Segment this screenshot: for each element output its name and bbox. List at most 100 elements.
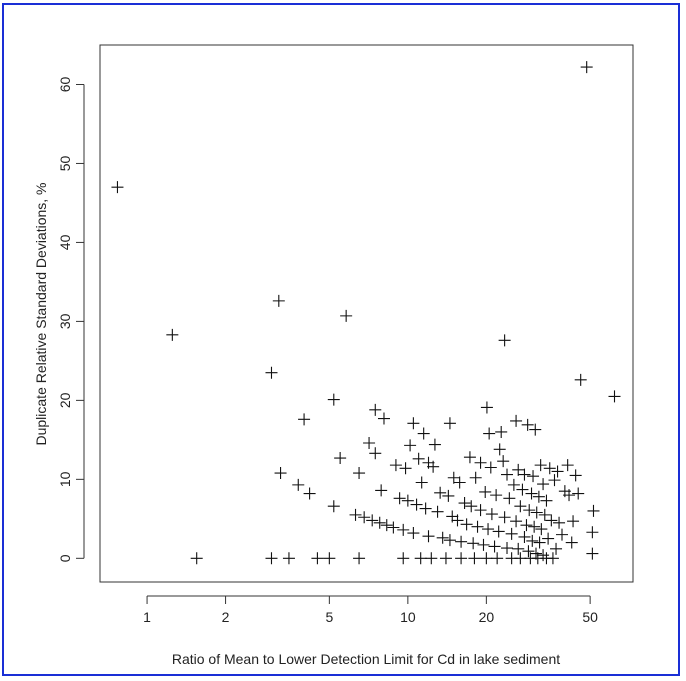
data-point bbox=[572, 487, 585, 500]
data-point bbox=[369, 403, 382, 416]
data-point bbox=[369, 447, 382, 460]
data-point bbox=[490, 489, 503, 502]
data-point bbox=[412, 452, 425, 465]
data-point bbox=[535, 523, 548, 536]
data-point bbox=[484, 461, 497, 474]
data-point bbox=[463, 451, 476, 464]
data-point bbox=[532, 490, 545, 503]
data-point bbox=[488, 540, 501, 553]
data-point bbox=[479, 485, 492, 498]
data-point bbox=[443, 417, 456, 430]
data-point bbox=[417, 427, 430, 440]
data-point bbox=[373, 516, 386, 529]
data-point bbox=[563, 489, 576, 502]
data-point bbox=[586, 526, 599, 539]
data-point bbox=[565, 536, 578, 549]
data-point bbox=[537, 549, 550, 562]
data-point bbox=[518, 468, 531, 481]
plot-box bbox=[99, 44, 634, 583]
y-tick-label: 30 bbox=[57, 313, 73, 329]
data-point bbox=[436, 531, 449, 544]
data-point bbox=[439, 552, 452, 565]
data-point bbox=[298, 413, 311, 426]
data-point bbox=[366, 514, 379, 527]
data-point bbox=[447, 471, 460, 484]
data-point bbox=[548, 474, 561, 487]
data-point bbox=[468, 552, 481, 565]
data-point bbox=[482, 523, 495, 536]
data-point bbox=[460, 518, 473, 531]
data-point bbox=[534, 459, 547, 472]
data-point bbox=[555, 528, 568, 541]
data-point bbox=[537, 478, 550, 491]
x-axis-title: Ratio of Mean to Lower Detection Limit f… bbox=[172, 651, 560, 667]
data-point bbox=[533, 536, 546, 549]
x-tick-label: 20 bbox=[479, 609, 495, 625]
data-point bbox=[399, 462, 412, 475]
data-point bbox=[282, 552, 295, 565]
data-point bbox=[498, 334, 511, 347]
data-point bbox=[393, 492, 406, 505]
data-point bbox=[389, 459, 402, 472]
data-point bbox=[451, 514, 464, 527]
x-tick-label: 10 bbox=[400, 609, 416, 625]
data-point bbox=[292, 478, 305, 491]
data-point bbox=[526, 534, 539, 547]
data-point bbox=[495, 425, 508, 438]
y-tick-label: 0 bbox=[57, 554, 73, 562]
y-tick-label: 20 bbox=[57, 392, 73, 408]
data-point bbox=[523, 504, 536, 517]
data-point bbox=[303, 487, 316, 500]
data-point bbox=[546, 552, 559, 565]
data-point bbox=[501, 542, 514, 555]
data-point bbox=[353, 552, 366, 565]
data-point bbox=[503, 492, 516, 505]
data-point bbox=[507, 478, 520, 491]
data-point bbox=[455, 535, 468, 548]
data-point bbox=[480, 401, 493, 414]
data-point bbox=[550, 542, 563, 555]
data-point bbox=[422, 530, 435, 543]
data-point bbox=[527, 470, 540, 483]
data-point bbox=[580, 61, 593, 74]
data-point bbox=[514, 500, 527, 513]
data-point bbox=[501, 468, 514, 481]
data-point bbox=[401, 494, 414, 507]
data-point bbox=[469, 471, 482, 484]
data-point bbox=[410, 498, 423, 511]
data-point bbox=[491, 552, 504, 565]
data-point bbox=[545, 514, 558, 527]
data-point bbox=[311, 552, 324, 565]
data-point bbox=[485, 508, 498, 521]
data-point bbox=[492, 525, 505, 538]
data-point bbox=[587, 504, 600, 517]
data-point bbox=[574, 373, 587, 386]
data-point bbox=[520, 519, 533, 532]
data-point bbox=[111, 181, 124, 194]
data-point bbox=[505, 527, 518, 540]
data-point bbox=[265, 552, 278, 565]
data-point bbox=[327, 500, 340, 513]
data-point bbox=[274, 467, 287, 480]
data-point bbox=[521, 418, 534, 431]
data-point bbox=[542, 532, 555, 545]
data-point bbox=[414, 552, 427, 565]
data-point bbox=[471, 520, 484, 533]
data-point bbox=[497, 455, 510, 468]
data-point bbox=[166, 328, 179, 341]
y-tick-label: 40 bbox=[57, 234, 73, 250]
y-tick-label: 10 bbox=[57, 471, 73, 487]
data-point bbox=[458, 497, 471, 510]
data-point bbox=[443, 534, 456, 547]
data-point bbox=[407, 417, 420, 430]
data-point bbox=[427, 460, 440, 473]
data-point bbox=[477, 538, 490, 551]
data-point bbox=[375, 484, 388, 497]
data-point bbox=[512, 463, 525, 476]
data-point bbox=[498, 511, 511, 524]
data-point bbox=[483, 427, 496, 440]
data-point bbox=[434, 486, 447, 499]
data-point bbox=[553, 516, 566, 529]
data-point bbox=[404, 439, 417, 452]
data-point bbox=[586, 547, 599, 560]
